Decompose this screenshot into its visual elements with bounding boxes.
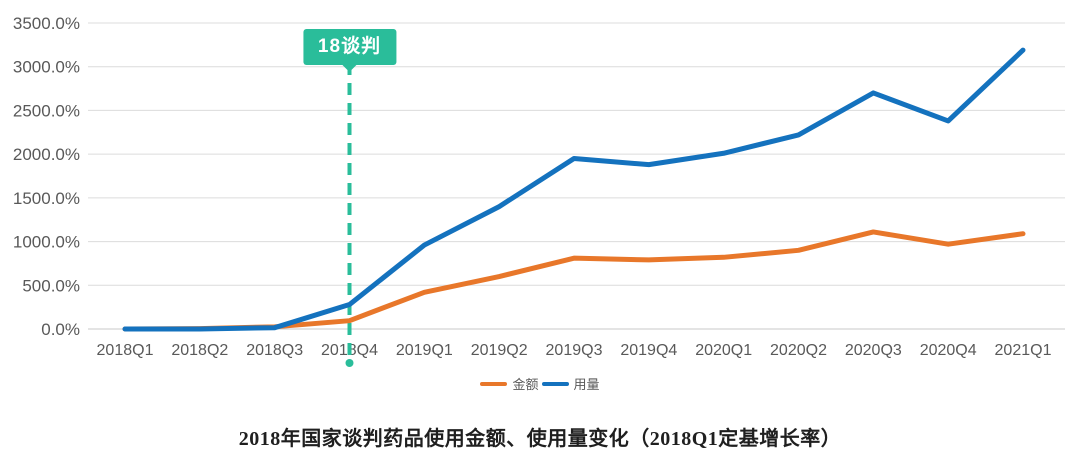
y-tick-label: 3500.0%	[13, 14, 80, 33]
annotation-label: 18谈判	[317, 36, 382, 57]
chart-title: 2018年国家谈判药品使用金额、使用量变化（2018Q1定基增长率）	[238, 428, 842, 450]
legend-item-amount: 金额	[480, 374, 539, 393]
x-tick-label: 2019Q2	[471, 342, 528, 359]
legend-label-volume: 用量	[573, 377, 600, 392]
legend-item-volume: 用量	[541, 374, 600, 393]
x-tick-label: 2020Q3	[845, 342, 902, 359]
legend-swatch-amount-icon	[480, 381, 508, 386]
x-tick-label: 2019Q4	[620, 342, 677, 359]
y-tick-label: 500.0%	[22, 276, 80, 295]
series-line-1	[122, 47, 1026, 332]
y-tick-label: 2000.0%	[13, 145, 80, 164]
x-tick-label: 2019Q3	[546, 342, 603, 359]
x-tick-label: 2020Q4	[920, 342, 977, 359]
y-tick-label: 2500.0%	[13, 101, 80, 120]
x-tick-label: 2018Q2	[171, 342, 228, 359]
y-tick-label: 0.0%	[41, 320, 80, 339]
annotation-callout: 18谈判	[302, 29, 397, 65]
x-tick-label: 2020Q2	[770, 342, 827, 359]
x-tick-label: 2018Q1	[97, 342, 154, 359]
chart-legend: 金额 用量	[0, 374, 1080, 393]
legend-swatch-volume-icon	[541, 381, 569, 386]
x-tick-label: 2020Q1	[695, 342, 752, 359]
y-tick-label: 3000.0%	[13, 58, 80, 77]
y-tick-label: 1500.0%	[13, 189, 80, 208]
legend-label-amount: 金额	[512, 377, 539, 392]
x-tick-label: 2019Q1	[396, 342, 453, 359]
series-line-0	[122, 229, 1026, 332]
y-tick-label: 1000.0%	[13, 233, 80, 252]
x-tick-label: 2018Q3	[246, 342, 303, 359]
x-tick-label: 2021Q1	[995, 342, 1052, 359]
line-chart-canvas: 0.0% 500.0% 1000.0% 1500.0% 2000.0% 2500.0% 30…	[13, 14, 1065, 367]
annotation-end-dot	[345, 359, 354, 367]
